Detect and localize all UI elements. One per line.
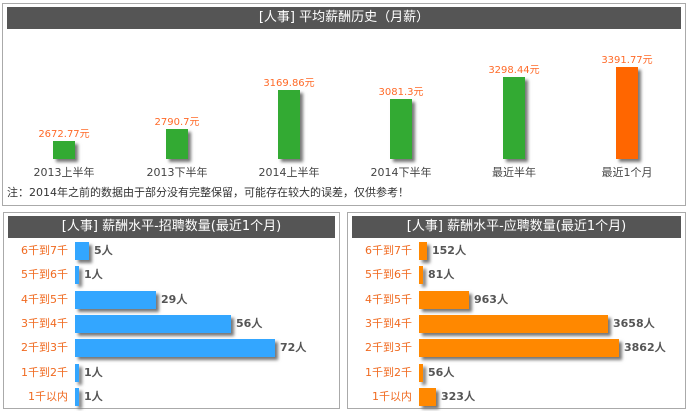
count-bar — [419, 266, 423, 285]
count-bar — [75, 242, 89, 260]
salary-range-label: 3千到4千 — [21, 316, 68, 330]
salary-range-label: 6千到7千 — [21, 244, 68, 257]
count-bar — [75, 339, 275, 358]
count-value-label: 29人 — [161, 292, 188, 306]
salary-value-label: 3169.86元 — [263, 78, 315, 89]
salary-bar — [166, 129, 188, 159]
salary-period-label: 最近半年 — [492, 166, 536, 179]
salary-range-label: 1千以内 — [28, 389, 68, 403]
count-value-label: 56人 — [236, 316, 263, 330]
salary-range-label: 1千以内 — [372, 389, 412, 403]
data-note: 注：2014年之前的数据由于部分没有完整保留，可能存在较大的误差，仅供参考！ — [7, 186, 409, 199]
count-bar — [419, 387, 436, 406]
count-value-label: 3862人 — [624, 341, 666, 355]
salary-range-label: 4千到5千 — [21, 292, 68, 306]
salary-period-label: 最近1个月 — [601, 166, 653, 179]
salary-range-label: 3千到4千 — [365, 316, 412, 330]
salary-value-label: 2790.7元 — [154, 117, 200, 128]
salary-range-label: 1千到2千 — [365, 365, 412, 379]
count-value-label: 56人 — [428, 365, 455, 379]
count-bar — [75, 290, 156, 309]
salary-value-label: 3298.44元 — [488, 65, 540, 76]
count-value-label: 3658人 — [613, 316, 655, 330]
count-value-label: 963人 — [474, 292, 508, 306]
salary-bar — [616, 67, 638, 159]
applicant-count-title: [人事] 薪酬水平-应聘数量(最近1个月) — [352, 216, 681, 238]
count-value-label: 72人 — [280, 341, 307, 355]
recruitment-count-panel: [人事] 薪酬水平-招聘数量(最近1个月) 6千到7千 5人 5千到6千 1人 4千到5… — [3, 212, 340, 409]
salary-period-label: 2013下半年 — [146, 166, 208, 179]
salary-range-label: 4千到5千 — [365, 292, 412, 306]
count-value-label: 152人 — [432, 244, 466, 257]
count-bar — [419, 242, 427, 260]
salary-bar — [53, 141, 75, 159]
salary-value-label: 3391.77元 — [601, 55, 653, 66]
count-value-label: 323人 — [441, 389, 475, 403]
count-bar — [419, 363, 423, 382]
count-value-label: 1人 — [84, 268, 103, 282]
count-bar — [419, 314, 608, 333]
count-bar — [419, 290, 469, 309]
salary-range-label: 5千到6千 — [365, 268, 412, 282]
salary-range-label: 2千到3千 — [365, 341, 412, 355]
salary-range-label: 1千到2千 — [21, 365, 68, 379]
salary-bar — [503, 77, 525, 159]
salary-bar — [278, 90, 300, 159]
applicant-count-panel: [人事] 薪酬水平-应聘数量(最近1个月) 6千到7千 152人 5千到6千 81人 4… — [347, 212, 686, 409]
count-bar — [75, 363, 79, 382]
salary-period-label: 2013上半年 — [33, 166, 95, 179]
salary-range-label: 6千到7千 — [365, 244, 412, 257]
count-bar — [419, 339, 619, 358]
count-value-label: 1人 — [84, 365, 103, 379]
count-value-label: 5人 — [94, 244, 113, 257]
count-value-label: 1人 — [84, 389, 103, 403]
salary-value-label: 2672.77元 — [38, 129, 90, 140]
salary-range-label: 5千到6千 — [21, 268, 68, 282]
count-value-label: 81人 — [428, 268, 455, 282]
recruitment-count-title: [人事] 薪酬水平-招聘数量(最近1个月) — [8, 216, 335, 238]
salary-value-label: 3081.3元 — [378, 87, 424, 98]
salary-history-panel: [人事] 平均薪酬历史（月薪） 2672.77元 2013上半年 2790.7元 20… — [2, 3, 686, 206]
salary-history-title: [人事] 平均薪酬历史（月薪） — [7, 7, 681, 29]
salary-bar — [390, 99, 412, 159]
count-bar — [75, 266, 79, 285]
count-bar — [75, 387, 79, 406]
salary-period-label: 2014下半年 — [370, 166, 432, 179]
salary-range-label: 2千到3千 — [21, 341, 68, 355]
salary-period-label: 2014上半年 — [258, 166, 320, 179]
count-bar — [75, 314, 231, 333]
